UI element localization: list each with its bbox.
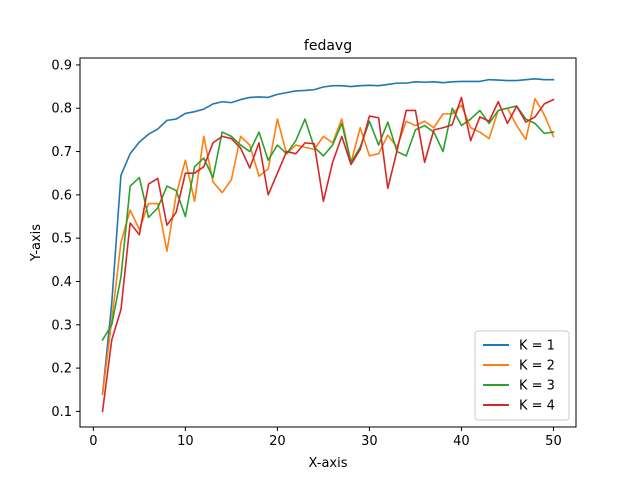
y-tick-label: 0.8 bbox=[51, 102, 72, 117]
y-tick-label: 0.3 bbox=[51, 318, 72, 333]
series-line-k-1 bbox=[101, 77, 555, 395]
y-tick-label: 0.4 bbox=[51, 275, 72, 290]
y-axis-title: Y-axis bbox=[29, 224, 44, 262]
y-tick-label: 0.6 bbox=[51, 188, 72, 203]
legend-label: K = 4 bbox=[519, 399, 555, 414]
y-tick-label: 0.7 bbox=[51, 145, 72, 160]
x-tick-label: 0 bbox=[89, 434, 97, 449]
x-tick-label: 10 bbox=[177, 434, 194, 449]
x-axis-title: X-axis bbox=[309, 456, 348, 471]
x-tick-label: 40 bbox=[453, 434, 470, 449]
y-tick-label: 0.2 bbox=[51, 362, 72, 377]
y-axis-ticks: 0.1 0.2 0.3 0.4 0.5 0.6 0.7 0.8 0.9 bbox=[51, 58, 80, 420]
y-tick-label: 0.5 bbox=[51, 232, 72, 247]
x-tick-label: 30 bbox=[361, 434, 378, 449]
x-tick-label: 20 bbox=[269, 434, 286, 449]
y-tick-label: 0.9 bbox=[51, 58, 72, 73]
chart-title: fedavg bbox=[304, 38, 352, 54]
series-line-k-3 bbox=[101, 105, 555, 342]
series-line-k-2 bbox=[101, 97, 555, 395]
legend-box bbox=[474, 330, 570, 421]
legend-label: K = 2 bbox=[519, 359, 555, 374]
x-tick-label: 50 bbox=[545, 434, 562, 449]
y-tick-label: 0.1 bbox=[51, 405, 72, 420]
series-line-k-4 bbox=[101, 96, 555, 413]
series-lines bbox=[101, 77, 555, 413]
x-axis-ticks: 0 10 20 30 40 50 bbox=[89, 427, 562, 449]
legend-label: K = 3 bbox=[519, 379, 555, 394]
legend-label: K = 1 bbox=[519, 339, 555, 354]
legend: K = 1 K = 2 K = 3 K = 4 bbox=[474, 330, 570, 421]
